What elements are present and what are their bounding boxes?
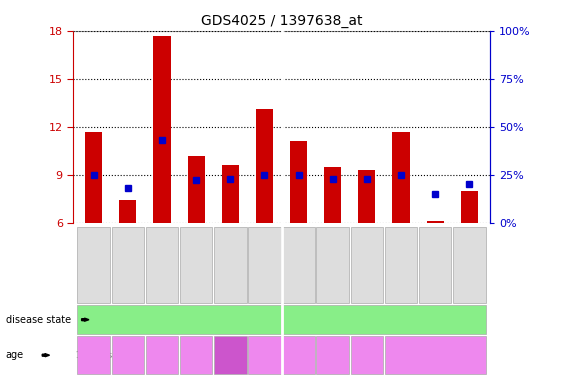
Text: GSM317234: GSM317234 — [296, 244, 302, 286]
Bar — [119, 200, 136, 223]
Text: 18 weeks: 18 weeks — [263, 351, 300, 360]
Bar — [222, 165, 239, 223]
Text: 18 weeks: 18 weeks — [76, 351, 111, 360]
Bar — [358, 170, 376, 223]
Text: 22
weeks: 22 weeks — [184, 346, 208, 365]
Text: 22 weeks: 22 weeks — [417, 351, 453, 360]
Bar — [324, 167, 341, 223]
Text: GSM317232: GSM317232 — [193, 244, 199, 286]
Text: GSM317266: GSM317266 — [364, 243, 370, 286]
Bar — [392, 132, 409, 223]
Bar — [290, 141, 307, 223]
Text: streptozotocin-induced diabetes: streptozotocin-induced diabetes — [106, 315, 252, 324]
Text: disease state: disease state — [6, 314, 71, 325]
Text: GSM317231: GSM317231 — [227, 243, 233, 286]
Bar — [85, 132, 102, 223]
Text: GSM317177: GSM317177 — [398, 243, 404, 286]
Text: GSM317264: GSM317264 — [330, 244, 336, 286]
Text: GSM317233: GSM317233 — [432, 243, 438, 286]
Bar — [256, 109, 273, 223]
Text: 19
weeks: 19 weeks — [116, 346, 140, 365]
Text: GSM317235: GSM317235 — [91, 244, 97, 286]
Text: 20
weeks: 20 weeks — [150, 346, 174, 365]
Bar — [154, 36, 171, 223]
Title: GDS4025 / 1397638_at: GDS4025 / 1397638_at — [201, 14, 362, 28]
Text: GSM317236: GSM317236 — [261, 243, 267, 286]
Text: control: control — [368, 315, 400, 324]
Text: 20
weeks: 20 weeks — [355, 346, 379, 365]
Text: 19
weeks: 19 weeks — [321, 346, 345, 365]
Text: GSM317237: GSM317237 — [466, 243, 472, 286]
Text: 26
weeks: 26 weeks — [218, 346, 242, 365]
Bar — [187, 156, 205, 223]
Bar — [427, 221, 444, 223]
Text: age: age — [6, 350, 24, 360]
Bar — [461, 191, 478, 223]
Text: GSM317265: GSM317265 — [159, 244, 165, 286]
Text: GSM317267: GSM317267 — [125, 243, 131, 286]
